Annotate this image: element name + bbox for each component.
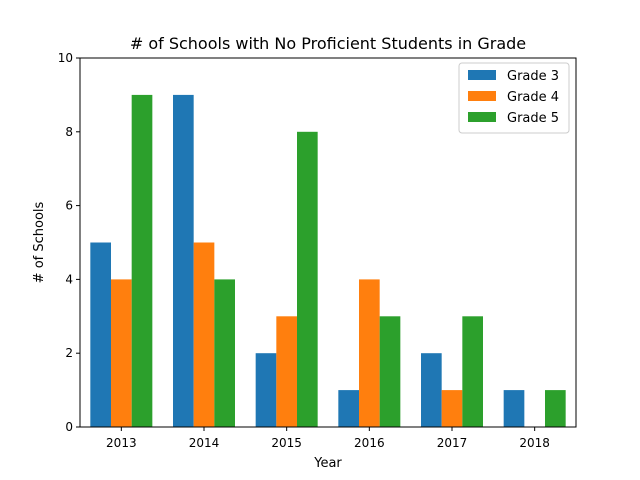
bar-grade-3-2014 (173, 94, 194, 428)
y-tick-label-2: 2 (65, 346, 73, 360)
x-axis-label: Year (313, 456, 342, 471)
legend-swatch-grade-5 (468, 112, 496, 122)
chart-title: # of Schools with No Proficient Students… (130, 34, 526, 53)
y-tick-label-10: 10 (58, 51, 73, 65)
bar-grade-5-2015 (297, 131, 318, 428)
bar-grade-4-2013 (111, 279, 132, 427)
bar-grade-4-2014 (193, 242, 215, 427)
y-tick-label-6: 6 (65, 199, 73, 213)
bar-grade-3-2018 (503, 390, 525, 427)
x-axis-ticks: 2013 2014 2015 2016 2017 2018 (106, 427, 550, 450)
plot-frame (79, 57, 577, 428)
legend-swatch-grade-4 (468, 91, 496, 101)
y-tick-label-4: 4 (65, 272, 73, 286)
bar-grade-3-2017 (421, 353, 442, 427)
x-tick-label-2017: 2017 (437, 436, 468, 450)
bar-grade-4-2017 (441, 390, 463, 427)
bar-grade-5-2013 (131, 94, 153, 428)
y-tick-label-8: 8 (65, 125, 73, 139)
bar-grade-5-2014 (214, 279, 235, 427)
legend-label-grade-5: Grade 5 (507, 111, 559, 126)
bars-group (90, 94, 566, 428)
legend: Grade 3 Grade 4 Grade 5 (458, 62, 570, 134)
bar-grade-3-2013 (90, 242, 111, 427)
y-axis-label: # of Schools (32, 201, 47, 283)
bar-grade-5-2016 (379, 316, 401, 427)
x-tick-label-2015: 2015 (271, 436, 302, 450)
legend-label-grade-3: Grade 3 (507, 69, 559, 84)
x-tick-label-2016: 2016 (354, 436, 385, 450)
y-tick-label-0: 0 (65, 420, 73, 434)
x-tick-label-2018: 2018 (519, 436, 550, 450)
bar-grade-5-2017 (462, 316, 483, 427)
bar-grade-4-2015 (276, 316, 297, 427)
legend-swatch-grade-3 (468, 70, 496, 80)
x-tick-label-2013: 2013 (106, 436, 137, 450)
y-axis-ticks: 0 2 4 6 8 10 (58, 51, 80, 434)
bar-grade-3-2015 (255, 353, 277, 427)
bar-grade-4-2016 (359, 279, 380, 427)
x-tick-label-2014: 2014 (189, 436, 220, 450)
legend-label-grade-4: Grade 4 (507, 90, 559, 105)
bar-grade-3-2016 (338, 390, 359, 427)
bar-grade-5-2018 (545, 390, 566, 427)
